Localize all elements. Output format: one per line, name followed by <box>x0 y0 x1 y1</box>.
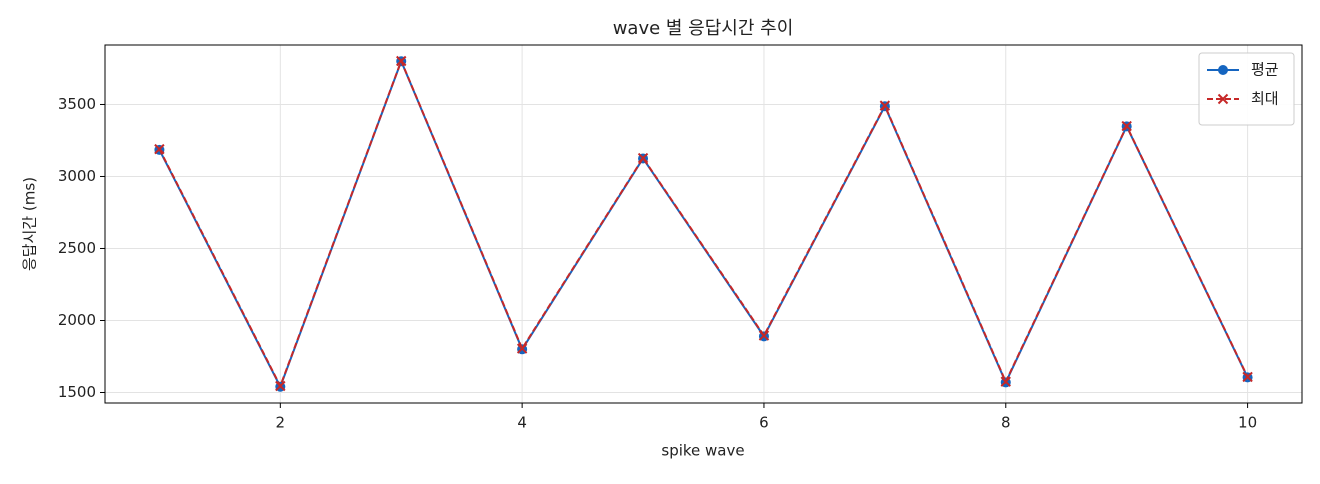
point <box>758 330 770 341</box>
point <box>154 143 165 155</box>
plot-frame <box>104 44 1303 404</box>
x-axis-label: spike wave <box>661 442 744 460</box>
y-tick-label: 2500 <box>58 239 96 257</box>
point <box>275 380 286 392</box>
y-tick-label: 1500 <box>58 383 96 401</box>
x-tick-label: 2 <box>276 414 286 432</box>
point <box>1000 376 1011 387</box>
legend-label: 평균 <box>1251 61 1279 79</box>
point <box>1121 120 1132 132</box>
x-tick-label: 6 <box>759 414 769 432</box>
y-axis-label: 응답시간 (ms) <box>21 177 39 271</box>
point <box>637 152 649 164</box>
chart-title: wave 별 응답시간 추이 <box>613 18 794 39</box>
legend-marker <box>1217 93 1229 105</box>
x-tick-label: 10 <box>1238 414 1257 432</box>
legend-label: 최대 <box>1251 90 1279 108</box>
y-tick-label: 2000 <box>58 311 96 329</box>
point <box>396 55 407 67</box>
point <box>516 343 528 354</box>
point <box>1242 371 1253 383</box>
series-line <box>158 58 1249 390</box>
x-tick-label: 4 <box>517 414 527 432</box>
point <box>879 100 891 111</box>
legend-box <box>1198 52 1295 126</box>
y-tick-label: 3500 <box>58 95 96 113</box>
y-tick-label: 3000 <box>58 167 96 185</box>
legend-marker <box>1218 65 1228 75</box>
x-tick-label: 8 <box>1001 414 1011 432</box>
